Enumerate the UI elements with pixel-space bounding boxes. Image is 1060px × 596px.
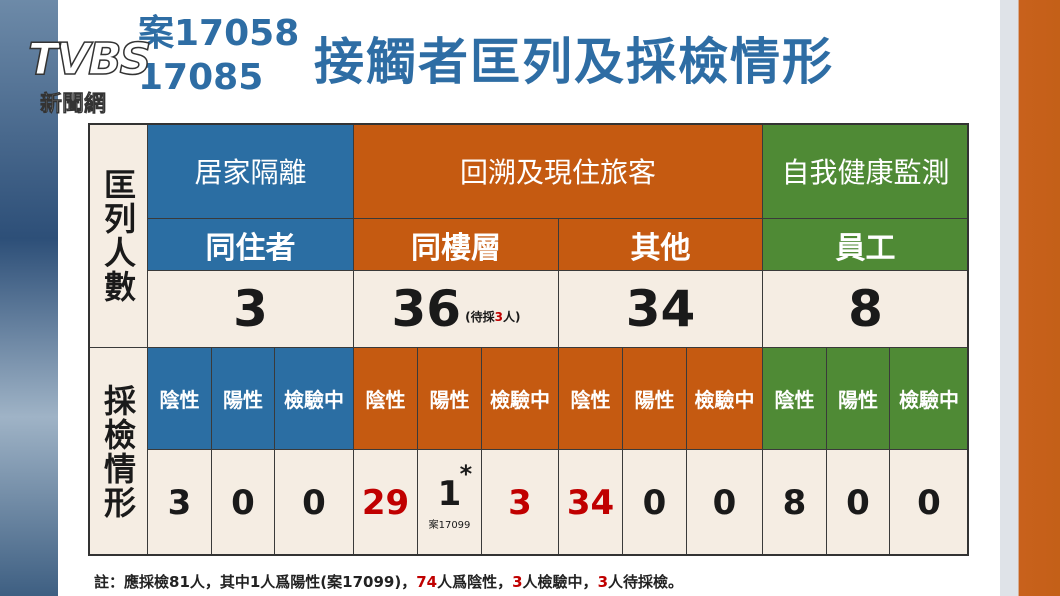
test-header: 檢驗中	[889, 347, 969, 450]
footnote-part: 人爲陰性，	[437, 573, 513, 591]
count-note-part: 人)	[502, 309, 521, 324]
test-header: 檢驗中	[274, 347, 354, 450]
result-cell: 0	[274, 449, 354, 556]
test-header: 陰性	[353, 347, 418, 450]
test-header: 陽性	[211, 347, 275, 450]
result: 0	[302, 482, 326, 523]
count-note-part: 3	[494, 309, 503, 324]
row-label: 採檢情形	[88, 347, 148, 556]
result-cell: 0	[826, 449, 890, 556]
footnote-part: 人待採檢。	[608, 573, 684, 591]
count: 34	[625, 280, 696, 338]
result: 0	[917, 482, 941, 523]
result: 3	[508, 482, 532, 523]
footnote: 註：應採檢81人，其中1人爲陽性(案17099)，74人爲陰性，3人檢驗中，3人…	[94, 571, 683, 592]
background-left	[0, 0, 60, 596]
result: 8	[782, 482, 807, 523]
count: 3	[233, 280, 268, 338]
subgroup-header: 同住者	[147, 218, 354, 271]
count-cell: 34	[558, 270, 763, 348]
result: 3	[167, 482, 192, 523]
result-cell: 0	[889, 449, 969, 556]
result: 34	[566, 482, 615, 523]
footnote-part: 3	[512, 573, 523, 591]
result-cell: 8	[762, 449, 827, 556]
row-label: 匡列人數	[88, 123, 148, 348]
result: 1 *	[437, 460, 473, 514]
test-header: 檢驗中	[481, 347, 559, 450]
result-note: 案17099	[428, 520, 471, 531]
footnote-part: 註：應採檢81人，其中1人爲陽性(案17099)，	[94, 573, 417, 591]
count-cell: 3	[147, 270, 354, 348]
result-cell: 0	[622, 449, 687, 556]
result: 29	[361, 482, 410, 523]
result-cell: 3	[481, 449, 559, 556]
count: 8	[848, 280, 883, 338]
result: 0	[712, 482, 737, 523]
count-cell: 8	[762, 270, 969, 348]
table-border	[88, 123, 969, 556]
test-header: 陽性	[417, 347, 482, 450]
result: 0	[642, 482, 667, 523]
result-cell: 0	[211, 449, 275, 556]
result-cell: 1 * 案17099	[417, 449, 482, 556]
result: 0	[231, 482, 255, 523]
subgroup-header: 其他	[558, 218, 763, 271]
group-header: 居家隔離	[147, 123, 354, 219]
footnote-part: 74	[416, 573, 438, 591]
case-number: 17085	[138, 57, 264, 98]
result-cell: 3	[147, 449, 212, 556]
result-mark: *	[459, 460, 473, 488]
background-right	[1000, 0, 1060, 596]
count-note-part: (待採	[465, 309, 495, 324]
group-header: 自我健康監測	[762, 123, 969, 219]
test-header: 陰性	[558, 347, 623, 450]
footnote-part: 3	[597, 573, 608, 591]
logo-brand: TVBS	[27, 33, 152, 86]
count-note: (待採3人)	[465, 308, 520, 325]
subgroup-header: 員工	[762, 218, 969, 271]
title: 接觸者匡列及採檢情形	[314, 33, 834, 91]
case-numbers: 案17058 17085	[138, 12, 299, 100]
result-cell: 0	[686, 449, 763, 556]
result: 0	[846, 482, 870, 523]
footnote-part: 人檢驗中，	[522, 573, 598, 591]
logo-sub: 新聞網	[40, 92, 107, 118]
result-cell: 29	[353, 449, 418, 556]
count: 36	[391, 280, 462, 338]
test-header: 檢驗中	[686, 347, 763, 450]
case-number: 案17058	[138, 13, 300, 54]
